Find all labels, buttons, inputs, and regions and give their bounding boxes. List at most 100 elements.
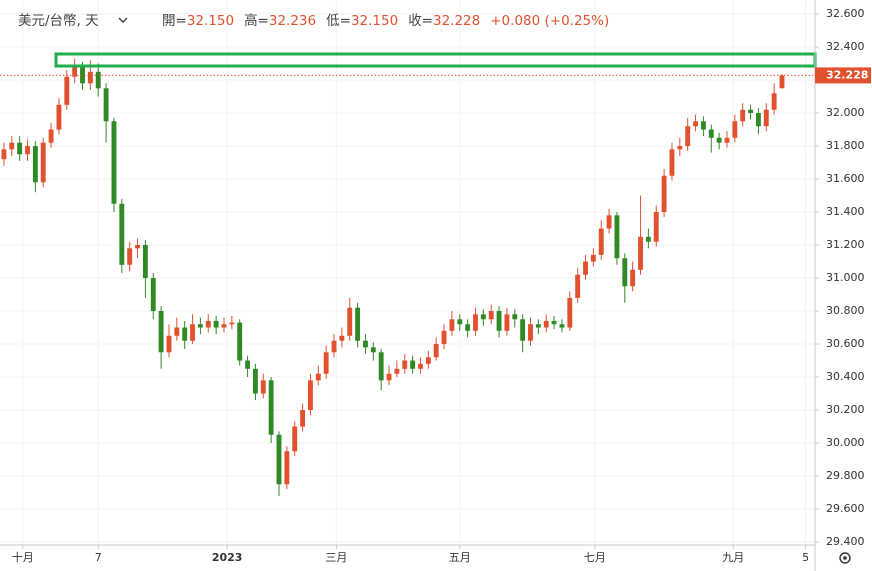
y-tick-label: 29.400 [826,535,865,548]
candle-body [457,319,463,325]
candle-body [614,215,620,259]
candle-body [276,434,282,485]
candle-body [488,311,494,320]
y-tick-label: 29.800 [826,469,865,482]
candle-body [40,142,46,183]
candle-body [543,320,549,328]
candle-body [245,360,251,369]
candle-body [386,373,392,381]
candle-body [425,357,431,364]
candle-body [748,109,753,114]
x-tick-label: 三月 [325,551,347,564]
candle-body [103,88,109,122]
y-tick-label: 30.800 [826,304,865,317]
candle-body [410,360,416,369]
candle-body [182,327,188,341]
symbol-title: 美元/台幣, 天 [18,13,99,29]
candle-body [142,245,148,279]
candle-body [402,360,408,369]
candle-body [9,142,15,150]
candle-body [229,322,235,325]
candle-body [197,324,203,328]
y-tick-label: 30.000 [826,436,865,449]
candle-body [174,327,180,336]
candle-body [205,320,211,328]
legend: 美元/台幣, 天 開= 32.150 高= 32.236 低= 32.150 收= 32.22… [18,12,609,29]
x-tick-label: 7 [95,551,102,564]
ohlc-label: 開= [162,13,187,29]
candle-body [190,324,195,341]
candle-body [732,121,738,138]
candle-body [363,340,368,348]
candle-body [653,212,659,242]
candle-body [315,373,321,381]
ohlc-label: 低= [326,13,351,29]
candle-body [25,146,30,155]
candle-body [260,380,266,394]
candle-body [284,451,290,485]
candle-body [449,319,455,331]
y-tick-label: 30.400 [826,370,865,383]
candle-body [308,380,313,411]
candle-body [598,228,604,255]
gear-hub [843,556,847,560]
candle-body [716,137,722,143]
last-price-box [815,67,871,84]
candle-body [771,93,777,110]
candle-body [48,129,54,143]
candle-body [17,142,23,155]
candle-body [496,311,502,331]
candle-body [252,368,258,394]
candle-body [520,319,526,341]
candle-body [323,352,329,374]
candle-body [441,330,447,345]
candle-body [95,71,101,89]
x-tick-label: 2023 [212,551,243,564]
y-tick-label: 31.200 [826,238,865,251]
candle-body [473,314,478,331]
candle-body [32,146,38,183]
y-tick-label: 30.200 [826,403,865,416]
settings-icon[interactable] [839,552,851,564]
candle-body [355,307,361,341]
x-tick-label: 九月 [722,551,744,564]
x-tick-label: 十月 [12,550,34,564]
candle-body [622,258,628,287]
candle-body [158,311,164,353]
candle-body [645,236,651,242]
candle-body [237,322,243,361]
candle-body [1,149,7,160]
y-tick-label: 32.600 [826,7,865,20]
ohlc-value: 32.228 [433,13,480,29]
y-tick-label: 31.000 [826,271,865,284]
candle-body [590,254,596,262]
y-tick-label: 32.000 [826,106,865,119]
candle-body [575,274,581,298]
gear[interactable] [839,552,851,564]
candle-body [512,314,518,320]
candle-body [661,175,667,213]
candle-body [370,347,376,353]
axes: 29.400 29.600 29.800 30.000 30.200 30.400 30.6… [0,7,871,564]
candle-body [504,314,510,331]
candle-body [535,324,541,328]
candle-body [528,324,533,341]
candle-body [331,340,337,353]
y-tick-label: 29.600 [826,502,865,515]
candle-body [80,66,85,84]
candle-body [221,324,227,328]
y-tick-label: 32.400 [826,40,865,53]
candle-body [700,121,706,130]
candle-body [559,324,565,328]
candle-body [567,297,573,328]
chevron [118,17,128,23]
y-tick-label: 31.400 [826,205,865,218]
candle-body [606,215,612,229]
x-tick-label: 五月 [449,551,471,564]
ohlc-label: 收= [408,13,433,29]
x-tick-label: 七月 [584,551,606,564]
candle-body [638,236,643,270]
candle-body [433,344,439,358]
candle-body [300,410,306,427]
